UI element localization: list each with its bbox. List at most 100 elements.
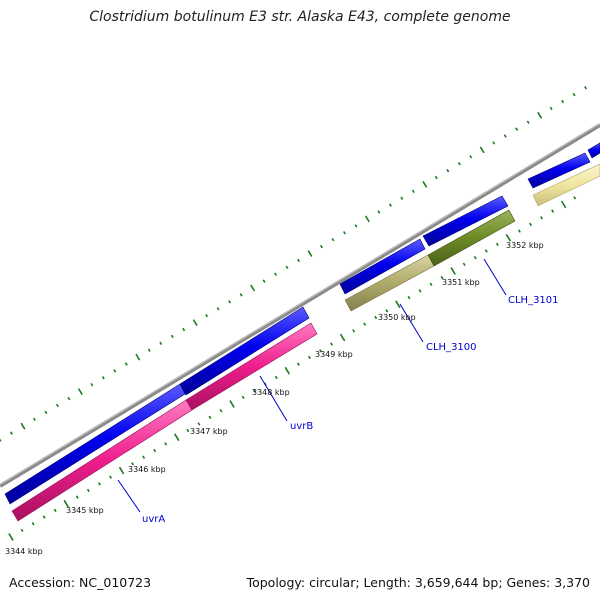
tick-mark [418,289,422,293]
tick-mark [274,272,277,276]
tick-mark [573,196,577,200]
tick-mark [450,267,456,275]
accession-info: Accession: NC_010723 [9,575,151,590]
tick-mark [186,428,190,433]
tick-mark [10,431,13,435]
tick-mark [142,455,146,459]
tick-mark [411,189,415,193]
tick-mark [526,120,530,124]
tick-mark [228,300,232,304]
genome-backbone-highlight [0,123,600,485]
tick-mark [42,515,46,519]
genes-value: 3,370 [554,575,590,590]
tick-mark [429,282,433,286]
tick-mark [308,355,311,360]
tick-mark [101,376,105,380]
tick-mark [164,442,168,446]
tick-mark [205,313,209,318]
tick-mark [53,508,57,513]
tick-label: 3349 kbp [315,350,353,359]
tick-mark [98,482,101,486]
tick-mark [229,400,235,408]
accession-value: NC_010723 [79,575,152,590]
outer-tick-ring [0,85,588,442]
tick-label: 3352 kbp [506,241,544,250]
tick-mark [182,327,186,332]
tick-label: 3348 kbp [252,388,290,397]
tick-mark [296,362,300,366]
tick-mark [159,341,163,345]
tick-mark [549,106,553,111]
tick-mark [540,216,543,220]
tick-mark [473,256,477,260]
gene-uvrB[interactable] [185,322,318,411]
tick-label: 3350 kbp [378,313,416,322]
tick-mark [457,161,461,166]
tick-label: 3347 kbp [190,427,228,436]
tick-mark [307,250,313,257]
tick-mark [515,127,519,131]
tick-mark [216,307,220,311]
gene-pale[interactable] [532,163,600,207]
gene-label-uvrA[interactable]: uvrA [142,514,165,525]
tick-mark [239,293,243,297]
tick-mark [422,180,428,188]
topology-label: Topology: [246,575,306,590]
tick-label: 3345 kbp [66,506,104,515]
tick-mark [262,279,266,283]
gene-label-uvrB[interactable]: uvrB [290,421,313,432]
tick-mark [33,417,36,421]
tick-mark [561,99,565,104]
tick-mark [503,134,507,138]
gene-blue-6[interactable] [587,142,600,159]
gene-blue-3[interactable] [339,238,426,295]
tick-mark [385,309,389,313]
tick-mark [320,244,323,249]
tick-mark [63,499,69,508]
tick-mark [8,533,14,541]
tick-mark [241,395,245,400]
tick-mark [113,369,117,373]
gene-CLH_3101[interactable] [427,209,516,267]
tick-mark [354,224,358,228]
tick-label: 3351 kbp [442,278,480,287]
tick-mark [208,415,212,419]
tick-mark [174,433,180,442]
gene-blue-5[interactable] [527,152,591,189]
tick-mark [395,300,401,309]
tick-label: 3344 kbp [5,547,43,556]
gene-blue-4[interactable] [422,195,509,247]
tick-mark [75,495,79,499]
genome-backbone [0,123,600,488]
gene-labels: uvrA uvrB CLH_3100 CLH_3101 [142,295,559,525]
gene-blue-1[interactable] [4,383,186,505]
tick-mark [584,85,588,90]
tick-mark [407,295,411,300]
gene-track [4,142,600,522]
tick-mark [518,229,521,233]
tick-mark [505,233,512,242]
tick-mark [77,388,83,396]
tick-mark [388,203,392,207]
gene-label-CLH_3101[interactable]: CLH_3101 [508,295,559,306]
topology-value: circular [309,575,356,590]
tick-mark [20,528,24,533]
tick-mark [529,222,532,227]
tick-mark [285,265,289,269]
tick-label: 3346 kbp [128,465,166,474]
gene-label-CLH_3100[interactable]: CLH_3100 [426,342,477,353]
tick-mark [197,422,201,426]
tick-mark [55,403,59,408]
tick-mark [131,462,135,466]
tick-mark [86,488,90,493]
tick-mark [343,231,346,235]
tick-mark [363,322,367,326]
gene-blue-2[interactable] [179,306,310,396]
tick-mark [560,200,567,209]
tick-mark [250,284,256,292]
tick-mark [252,388,256,393]
tick-mark [492,141,496,145]
tick-mark [20,422,26,430]
scale-tick-ring [8,196,577,541]
